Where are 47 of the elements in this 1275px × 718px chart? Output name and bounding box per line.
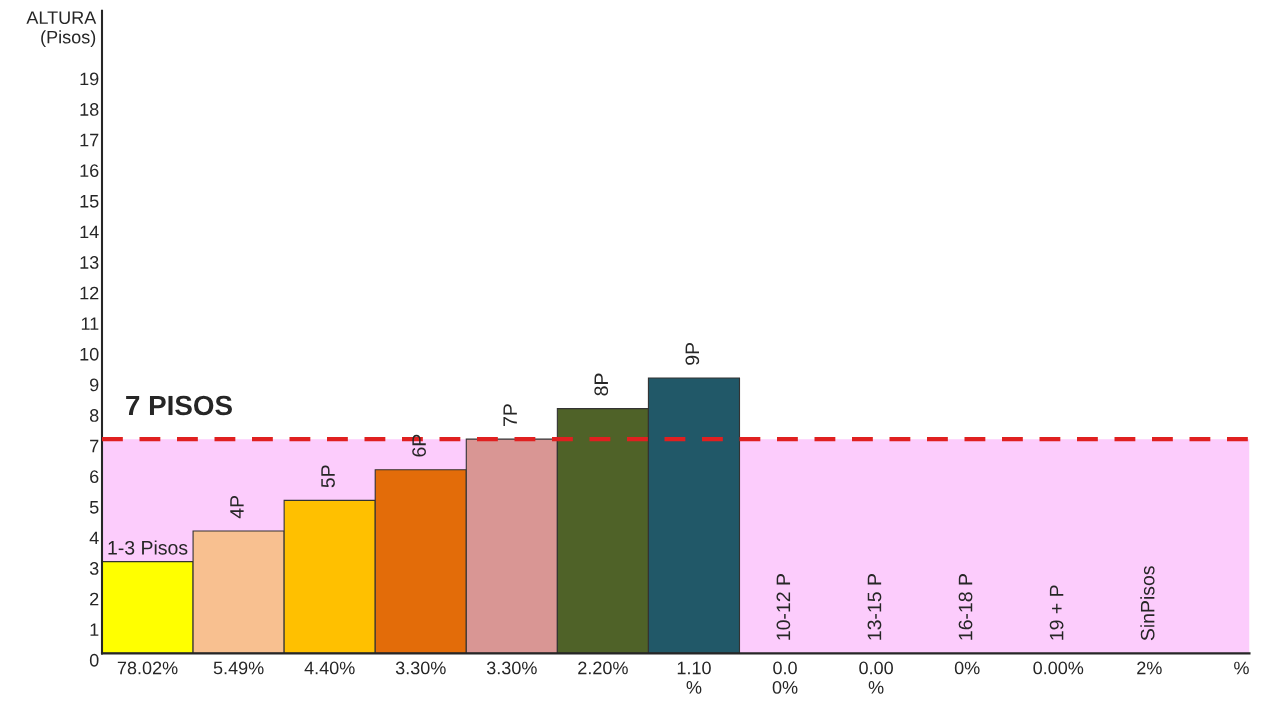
y-axis-title: ALTURA (Pisos) [26, 11, 97, 48]
y-tick-label: 18 [80, 103, 99, 116]
y-tick-label: 10 [80, 347, 99, 361]
text: 0.0 0% [772, 661, 798, 694]
y-tick-label: 17 [80, 133, 99, 147]
y-tick-label: 5 [89, 501, 99, 514]
y-tick-label: 16 [80, 164, 99, 178]
y-tick-label: 8 [89, 409, 99, 422]
x-tick-label: 7P [503, 404, 517, 426]
x-tick-label: 8P [594, 373, 609, 396]
text: 0.00% [1033, 661, 1084, 675]
x-tick-label: 4P [230, 495, 244, 519]
y-tick-label: 14 [80, 225, 99, 239]
y-tick-label: 11 [81, 317, 99, 330]
y-tick-label: 3 [89, 562, 99, 575]
text: 4.40% [304, 661, 355, 675]
y-tick-label: 7 [90, 439, 99, 453]
text: 5.49% [213, 661, 264, 675]
text: 3.30% [486, 661, 537, 675]
y-tick-label: 6 [90, 470, 99, 484]
text: 0.00 % [859, 661, 893, 694]
y-tick-label: 2 [90, 592, 99, 606]
text: 78.02% [117, 661, 178, 675]
x-tick-label: 5P [321, 465, 335, 488]
text: 3.30% [395, 661, 446, 675]
x-tick-label: SinPisos [1140, 566, 1155, 641]
text: % [1234, 661, 1249, 675]
x-tick-label: 16-18 P [958, 574, 973, 640]
x-tick-label: 9P [685, 342, 700, 365]
y-tick-label: 15 [80, 195, 99, 208]
ref-line-label: 7 PISOS [126, 395, 232, 416]
y-tick-label: 19 [80, 72, 99, 86]
text: 0% [954, 661, 980, 675]
text: 2.20% [578, 661, 628, 675]
text: 2% [1137, 661, 1162, 675]
y-tick-label: 13 [80, 256, 99, 269]
y-tick-label: 9 [90, 378, 99, 392]
x-tick-label: 13-15 P [867, 574, 882, 640]
y-tick-label: 0 [89, 653, 99, 667]
x-tick-label: 1-3 Pisos [108, 540, 188, 555]
text: 1.10 % [677, 661, 711, 694]
x-tick-label: 19 + P [1049, 585, 1064, 640]
y-tick-label: 4 [89, 531, 99, 545]
x-tick-label: 10-12 P [776, 574, 791, 640]
x-tick-label: 6P [412, 434, 426, 457]
y-tick-label: 12 [80, 286, 99, 300]
y-tick-label: 1 [90, 623, 99, 636]
